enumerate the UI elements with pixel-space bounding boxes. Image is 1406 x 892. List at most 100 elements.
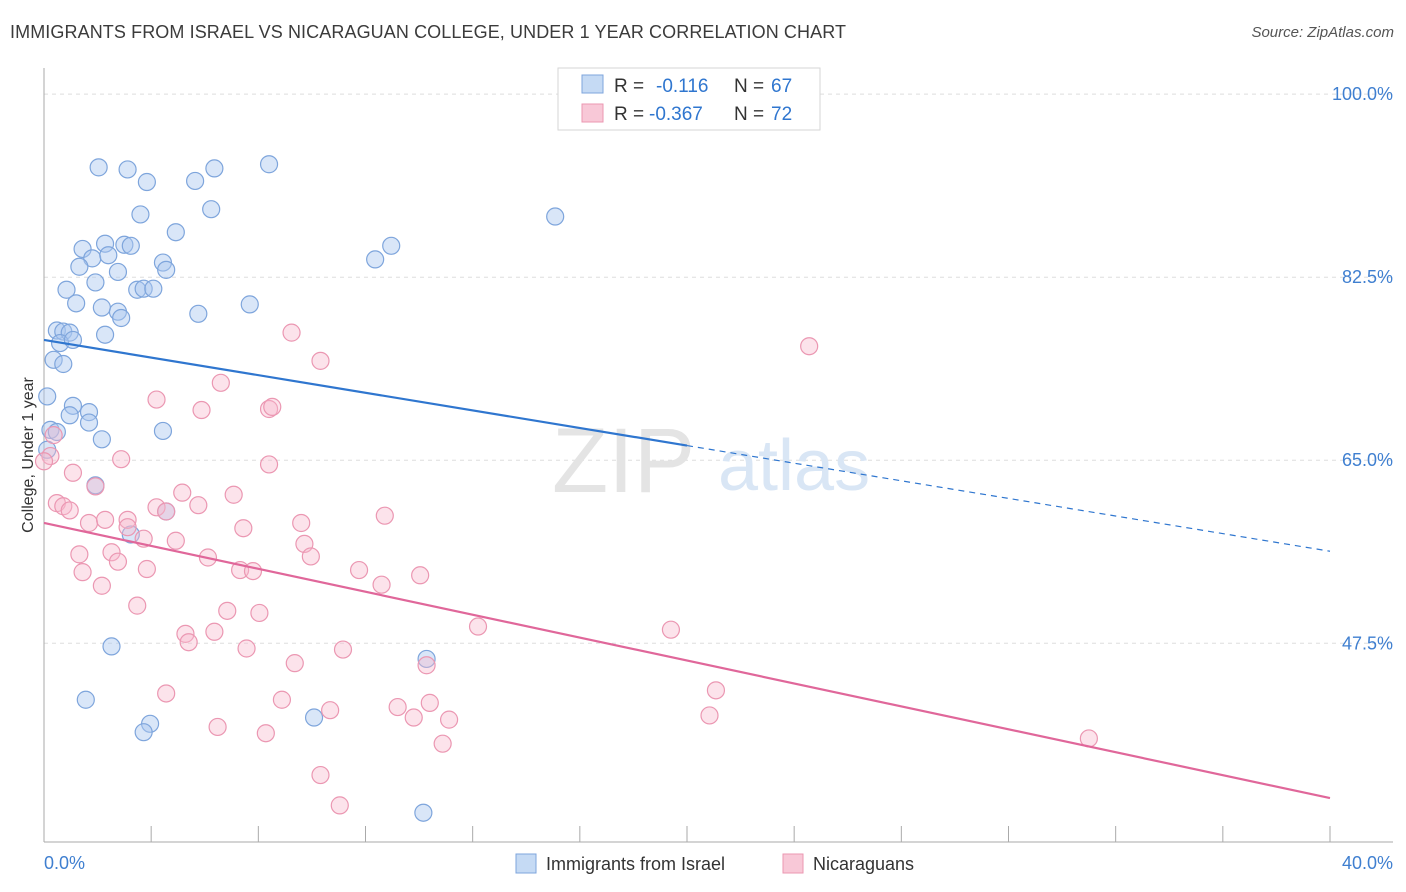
point-nicaraguans [330,796,349,815]
legend-swatch-israel [515,853,537,874]
point-nicaraguans [250,603,269,623]
series-israel [38,155,565,822]
stats-r-label-israel: R = [614,76,644,97]
point-israel [95,325,115,344]
point-israel [38,387,57,406]
watermark-atlas: atlas [718,426,870,506]
stats-n-label-nicaraguans: N = [734,104,764,125]
point-israel [112,308,131,328]
stats-r-value-israel: -0.116 [656,76,708,97]
point-israel [205,159,224,178]
point-israel [115,235,134,254]
point-nicaraguans [208,717,227,737]
point-israel [92,298,111,317]
point-nicaraguans [173,483,192,502]
x-tick-label-max: 40.0% [1342,853,1393,873]
point-nicaraguans [237,639,256,658]
point-israel [128,280,147,299]
trend-line-nicaraguans [43,521,1331,800]
point-nicaraguans [79,513,99,533]
point-israel [189,304,208,323]
point-israel [186,171,205,191]
point-israel [153,421,173,441]
point-nicaraguans [63,463,83,482]
point-nicaraguans [192,400,211,420]
point-nicaraguans [44,426,63,445]
point-israel [382,236,401,255]
point-israel [92,430,111,449]
trend-line-israel-projected [686,444,1331,552]
trend-line-israel [43,338,688,447]
point-nicaraguans [205,622,224,641]
point-nicaraguans [157,684,176,703]
point-nicaraguans [372,575,391,594]
point-nicaraguans [118,510,137,529]
point-nicaraguans [388,697,407,717]
point-nicaraguans [224,485,243,504]
watermark: ZIP atlas [552,410,870,512]
point-nicaraguans [243,561,263,581]
point-israel [57,280,76,299]
x-tick-label-min: 0.0% [44,853,85,873]
point-nicaraguans [420,693,439,712]
point-israel [202,200,221,219]
trend-lines [43,338,1331,800]
y-axis-label: College, Under 1 year [20,377,37,533]
stats-legend-swatch-nicaraguans [581,103,604,123]
point-nicaraguans [259,455,279,474]
stats-legend: R = -0.116 N = 67 R = -0.367 N = 72 [557,67,821,131]
point-nicaraguans [118,518,137,537]
point-nicaraguans [256,724,275,743]
series-legend: Immigrants from Israel Nicaraguans [515,853,914,874]
y-tick-label: 82.5% [1342,267,1393,287]
point-israel [134,723,153,742]
point-israel [366,250,385,269]
point-nicaraguans [92,576,111,595]
point-nicaraguans [706,681,726,700]
point-nicaraguans [95,510,115,529]
point-nicaraguans [137,559,156,579]
point-nicaraguans [108,552,128,571]
stats-r-value-nicaraguans: -0.367 [649,104,703,125]
point-nicaraguans [157,502,176,521]
x-axis-ticks [43,826,1331,842]
point-nicaraguans [375,506,394,525]
point-nicaraguans [218,601,237,620]
series-nicaraguans [34,323,1098,815]
point-nicaraguans [112,450,131,469]
point-nicaraguans [73,563,92,582]
point-israel [134,279,153,298]
gridlines [44,93,1393,644]
point-nicaraguans [311,765,330,785]
point-nicaraguans [292,513,311,533]
point-nicaraguans [661,620,681,639]
point-israel [259,155,279,174]
point-nicaraguans [285,654,304,673]
point-nicaraguans [349,560,369,580]
point-israel [79,403,99,422]
point-israel [137,172,156,192]
stats-n-value-nicaraguans: 72 [771,104,792,125]
point-nicaraguans [272,690,292,709]
point-israel [95,234,115,253]
point-nicaraguans [417,656,436,675]
point-nicaraguans [439,710,459,729]
point-israel [414,803,433,822]
point-israel [44,350,63,369]
stats-n-value-israel: 67 [771,76,792,97]
legend-label-nicaraguans: Nicaraguans [813,854,914,874]
point-israel [89,158,108,177]
point-israel [304,708,324,727]
point-nicaraguans [468,617,488,636]
y-tick-label: 65.0% [1342,450,1393,470]
point-nicaraguans [34,452,54,471]
point-nicaraguans [102,543,121,562]
point-israel [546,207,565,226]
point-israel [70,257,89,276]
point-nicaraguans [301,547,320,566]
point-israel [166,223,185,242]
point-nicaraguans [128,596,147,615]
point-nicaraguans [311,351,330,370]
